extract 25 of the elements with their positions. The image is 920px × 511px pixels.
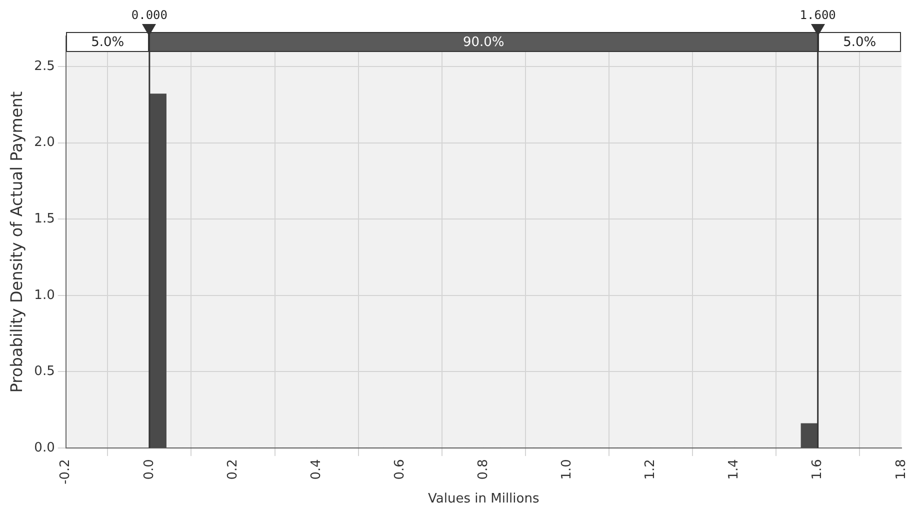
annotation: 5.0% bbox=[66, 32, 150, 52]
x-tick-label: 1.6 bbox=[810, 459, 826, 480]
y-tick-label: 1.0 bbox=[34, 288, 55, 303]
y-tick-label: 1.5 bbox=[34, 212, 55, 226]
x-tick-label: 0.8 bbox=[476, 459, 492, 480]
y-tick-label: 2.0 bbox=[34, 135, 55, 150]
x-tick-label: 1.8 bbox=[894, 459, 909, 480]
x-tick-label: 1.4 bbox=[726, 459, 742, 480]
x-tick-label: 0.0 bbox=[142, 459, 157, 480]
x-axis-title: Values in Millions bbox=[428, 492, 540, 507]
y-tick-label: 0.0 bbox=[34, 440, 55, 456]
percentile-strip: 5.0% 90.0% 5.0% bbox=[66, 32, 902, 52]
x-tick-label: 0.6 bbox=[392, 459, 408, 480]
ref-line-label: 0.000 bbox=[131, 8, 168, 22]
x-tick-label: -0.2 bbox=[58, 459, 74, 484]
annotation: 5.0% bbox=[818, 32, 902, 52]
y-tick-label: 2.5 bbox=[34, 58, 55, 74]
x-tick-label: 1.2 bbox=[643, 459, 658, 480]
y-tick-label: 0.5 bbox=[34, 364, 55, 380]
y-axis-title: Probability Density of Actual Payment bbox=[6, 91, 26, 393]
x-tick-label: 0.2 bbox=[225, 459, 240, 480]
ref-line-label: 1.600 bbox=[800, 8, 836, 22]
annotation: 90.0% bbox=[149, 32, 818, 52]
x-tick-label: 1.0 bbox=[560, 459, 575, 480]
x-tick-label: 0.4 bbox=[308, 459, 324, 480]
